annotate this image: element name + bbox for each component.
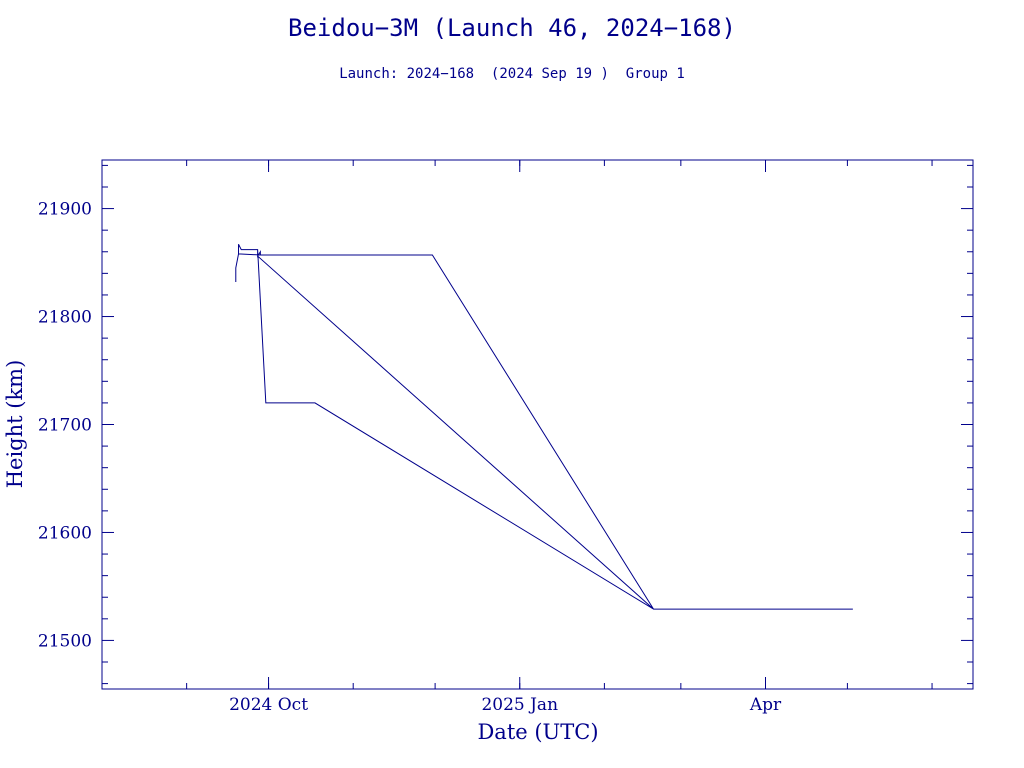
x-tick-label: 2025 Jan [481,695,558,715]
x-axis-minor-ticks [186,160,933,689]
x-axis-ticks: 2024 Oct 2025 Jan Apr [229,160,782,715]
y-tick-label: 21700 [38,416,92,436]
x-axis-label: Date (UTC) [477,720,598,744]
chart-title: Beidou−3M (Launch 46, 2024−168) [288,14,736,42]
series-line [235,243,853,610]
x-tick-label: 2024 Oct [229,695,308,715]
y-axis-ticks: 21500 21600 21700 21800 21900 [38,200,973,651]
x-tick-label: Apr [749,695,782,715]
y-tick-label: 21900 [38,200,92,220]
plot-frame [101,159,974,690]
y-tick-label: 21800 [38,308,92,328]
y-axis-minor-ticks [102,164,973,685]
y-tick-label: 21500 [38,631,92,651]
y-tick-label: 21600 [38,523,92,543]
y-axis-label: Height (km) [3,360,27,489]
chart-subtitle: Launch: 2024−168 (2024 Sep 19 ) Group 1 [339,66,685,82]
